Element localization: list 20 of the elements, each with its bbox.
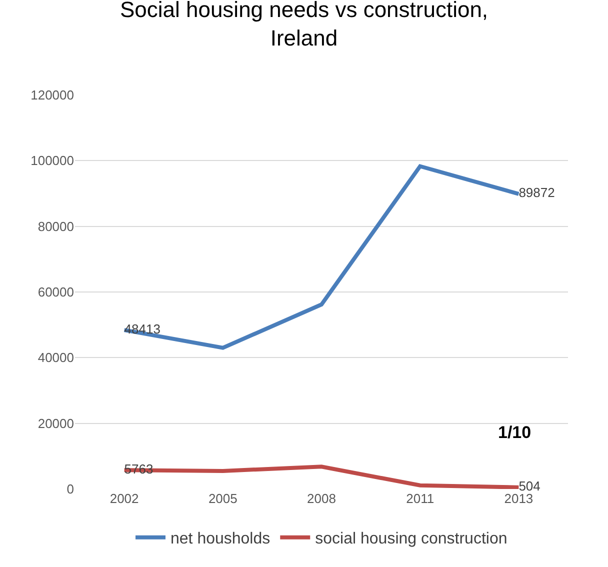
x-tick-label: 2008 xyxy=(307,491,336,506)
y-tick-label: 60000 xyxy=(38,284,74,300)
y-tick-label: 120000 xyxy=(30,88,74,103)
legend-label: net housholds xyxy=(170,530,270,548)
x-tick-label: 2002 xyxy=(110,491,139,506)
x-tick-label: 2005 xyxy=(208,491,238,506)
y-tick-label: 80000 xyxy=(38,218,74,234)
data-label: 504 xyxy=(518,478,540,494)
chart-title: Social housing needs vs construction, Ireland xyxy=(120,0,488,51)
y-tick-label: 100000 xyxy=(30,153,74,168)
x-tick-label: 2013 xyxy=(504,491,534,506)
y-tick-label: 0 xyxy=(66,482,74,497)
line-series xyxy=(122,464,521,489)
y-tick-label: 40000 xyxy=(38,350,74,366)
line-series xyxy=(122,164,521,350)
x-tick-label: 2011 xyxy=(406,491,434,506)
y-tick-label: 20000 xyxy=(38,416,74,431)
data-label: 89872 xyxy=(518,185,555,200)
legend-label: social housing construction xyxy=(315,530,508,548)
annotation: 1/10 xyxy=(498,423,532,442)
